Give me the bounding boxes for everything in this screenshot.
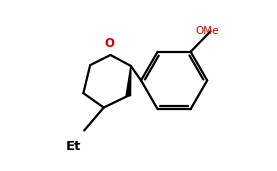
Text: O: O xyxy=(105,37,115,50)
Text: OMe: OMe xyxy=(196,26,219,36)
Text: Et: Et xyxy=(66,140,81,153)
Polygon shape xyxy=(126,66,131,96)
